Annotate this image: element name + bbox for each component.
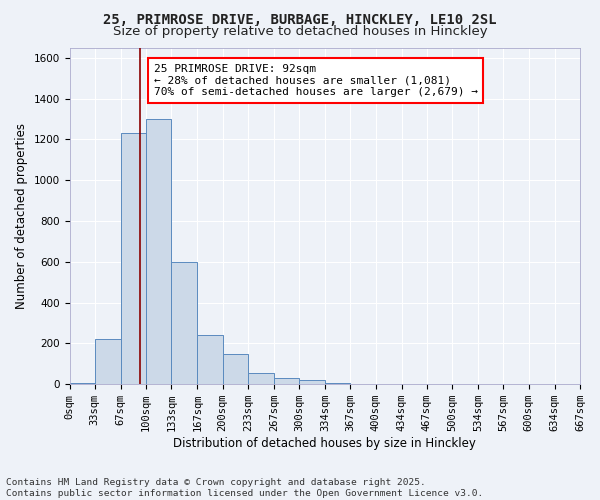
Bar — [299, 380, 325, 384]
Bar — [70, 383, 95, 384]
Bar — [325, 383, 350, 384]
X-axis label: Distribution of detached houses by size in Hinckley: Distribution of detached houses by size … — [173, 437, 476, 450]
Bar — [172, 262, 197, 384]
Bar — [197, 335, 223, 384]
Bar — [274, 378, 299, 384]
Text: Size of property relative to detached houses in Hinckley: Size of property relative to detached ho… — [113, 25, 487, 38]
Bar — [121, 133, 146, 384]
Bar — [146, 119, 172, 384]
Text: 25 PRIMROSE DRIVE: 92sqm
← 28% of detached houses are smaller (1,081)
70% of sem: 25 PRIMROSE DRIVE: 92sqm ← 28% of detach… — [154, 64, 478, 97]
Bar — [223, 354, 248, 384]
Text: Contains HM Land Registry data © Crown copyright and database right 2025.
Contai: Contains HM Land Registry data © Crown c… — [6, 478, 483, 498]
Text: 25, PRIMROSE DRIVE, BURBAGE, HINCKLEY, LE10 2SL: 25, PRIMROSE DRIVE, BURBAGE, HINCKLEY, L… — [103, 12, 497, 26]
Bar — [95, 340, 121, 384]
Y-axis label: Number of detached properties: Number of detached properties — [15, 123, 28, 309]
Bar — [248, 373, 274, 384]
